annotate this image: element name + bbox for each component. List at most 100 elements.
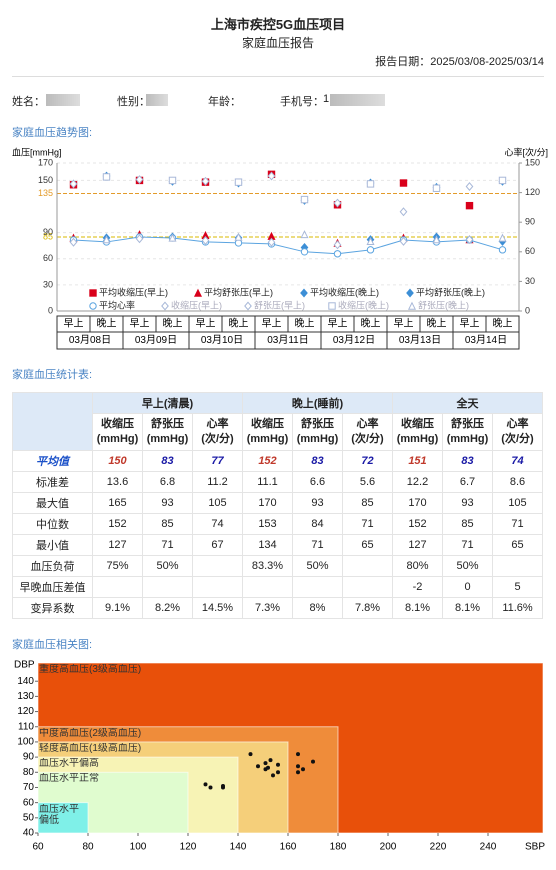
table-cell: 8.1% (392, 597, 443, 619)
section-title: 家庭血压相关图: (12, 639, 93, 651)
data-point (432, 184, 441, 192)
table-cell: 8.6 (492, 471, 543, 493)
zone-label: 中度高血压(2级高血压) (39, 727, 142, 739)
table-cell: -2 (392, 576, 443, 598)
y-tick-label: 130 (17, 691, 34, 702)
table-cell: 127 (92, 534, 143, 556)
y-axis-title: 血压[mmHg] (12, 146, 62, 157)
table-cell: 50% (292, 555, 343, 577)
row-label: 最小值 (12, 534, 93, 556)
legend-label: 平均收缩压(早上) (99, 286, 168, 297)
data-point (201, 236, 210, 245)
table-cell: 152 (392, 513, 443, 535)
table-cell: 84 (292, 513, 343, 535)
date-label: 03月08日 (69, 334, 111, 346)
data-point (266, 765, 270, 770)
table-cell: 6.6 (292, 471, 343, 493)
table-cell: 5.6 (342, 471, 393, 493)
x-tick-label: 220 (430, 842, 447, 853)
redacted (330, 94, 385, 106)
y2-tick-label: 120 (525, 187, 540, 197)
y-axis-title: DBP (14, 660, 35, 671)
table-cell: 75% (92, 555, 143, 577)
data-point (296, 770, 300, 775)
table-cell: 105 (192, 492, 243, 514)
x-tick-label: 晚上 (229, 318, 249, 330)
table-cell: 85 (442, 513, 493, 535)
x-tick-label: 240 (480, 842, 497, 853)
table-cell: 71 (442, 534, 493, 556)
table-cell: 71 (292, 534, 343, 556)
stats-table: 早上(清晨) 晚上(睡前) 全天 收缩压 (mmHg) 舒张压 (mmHg) 心率 (次/分) 收… (12, 392, 543, 619)
y-tick-label: 60 (23, 797, 35, 808)
table-cell: 153 (242, 513, 293, 535)
data-point (465, 182, 474, 191)
age-label: 年龄： (208, 96, 241, 108)
column-unit: (mmHg) (96, 433, 139, 445)
column-name: 心率 (506, 418, 529, 430)
zone-label-box: 重度高血压(3级高血压) (39, 664, 142, 675)
row-label: 标准差 (12, 471, 93, 493)
y-tick-label: 70 (23, 782, 35, 793)
data-point (208, 785, 213, 790)
column-header: 收缩压 (mmHg) (242, 413, 293, 451)
table-row: 标准差 13.6 6.8 11.2 11.1 6.6 5.6 12.2 6.7 8.6 (12, 471, 543, 493)
table-cell: 11.2 (192, 471, 243, 493)
column-unit: (次/分) (501, 433, 534, 445)
section-title: 家庭血压趋势图: (12, 127, 93, 139)
y2-axis-title: 心率[次/分] (504, 146, 548, 157)
table-cell: 50% (142, 555, 193, 577)
row-label: 早晚血压差值 (12, 576, 93, 598)
data-point (465, 201, 474, 210)
divider (12, 76, 544, 77)
table-cell (342, 576, 393, 598)
x-tick-label: 晚上 (493, 318, 513, 330)
table-row: 最大值 165 93 105 170 93 85 170 93 105 (12, 492, 543, 514)
zone-label: 血压水平偏高 (39, 758, 99, 770)
data-point (203, 782, 208, 787)
legend-marker (193, 288, 203, 297)
data-point (234, 178, 243, 186)
y-tick-label: 110 (18, 721, 34, 732)
column-name: 舒张压 (151, 418, 184, 430)
column-name: 收缩压 (251, 418, 284, 430)
y2-tick-label: 0 (525, 305, 530, 315)
row-label: 中位数 (12, 513, 93, 535)
table-cell: 74 (492, 450, 543, 472)
data-point (399, 207, 408, 217)
table-cell: 8.1% (442, 597, 493, 619)
table-cell: 11.6% (492, 597, 543, 619)
row-label: 平均值 (12, 450, 93, 472)
table-row: 平均值 150 83 77 152 83 72 151 83 74 (12, 450, 543, 472)
column-unit: (mmHg) (246, 433, 289, 445)
redacted (46, 94, 80, 106)
row-label: 最大值 (12, 492, 93, 514)
table-cell (192, 576, 243, 598)
zone (37, 802, 89, 834)
y-tick-label: 140 (17, 676, 34, 687)
y-tick-label: 85 (43, 231, 53, 241)
data-point (465, 235, 474, 245)
x-tick-label: 早上 (394, 318, 414, 330)
table-cell: 170 (392, 492, 443, 514)
report-date: 报告日期：2025/03/08-2025/03/14 (375, 56, 544, 68)
legend-marker (161, 301, 169, 311)
table-cell: 105 (492, 492, 543, 514)
phone-prefix: 1 (323, 93, 330, 105)
table-cell: 93 (442, 492, 493, 514)
table-cell (92, 576, 143, 598)
table-cell: 12.2 (392, 471, 443, 493)
row-label: 变异系数 (12, 597, 93, 619)
data-point (311, 759, 315, 764)
legend-marker (407, 301, 417, 310)
y-tick-label: 135 (38, 188, 53, 198)
table-cell: 152 (92, 513, 143, 535)
zone-label: 重度高血压(3级高血压) (39, 664, 142, 675)
x-tick-label: 100 (130, 842, 147, 853)
table-cell: 151 (392, 450, 443, 472)
table-row: 最小值 127 71 67 134 71 65 127 71 65 (12, 534, 543, 556)
y2-tick-label: 150 (525, 157, 540, 167)
trend-chart: 血压[mmHg] 心率[次/分]0306085901351501700306090… (12, 146, 548, 350)
column-unit: (mmHg) (446, 433, 489, 445)
data-point (333, 240, 342, 250)
